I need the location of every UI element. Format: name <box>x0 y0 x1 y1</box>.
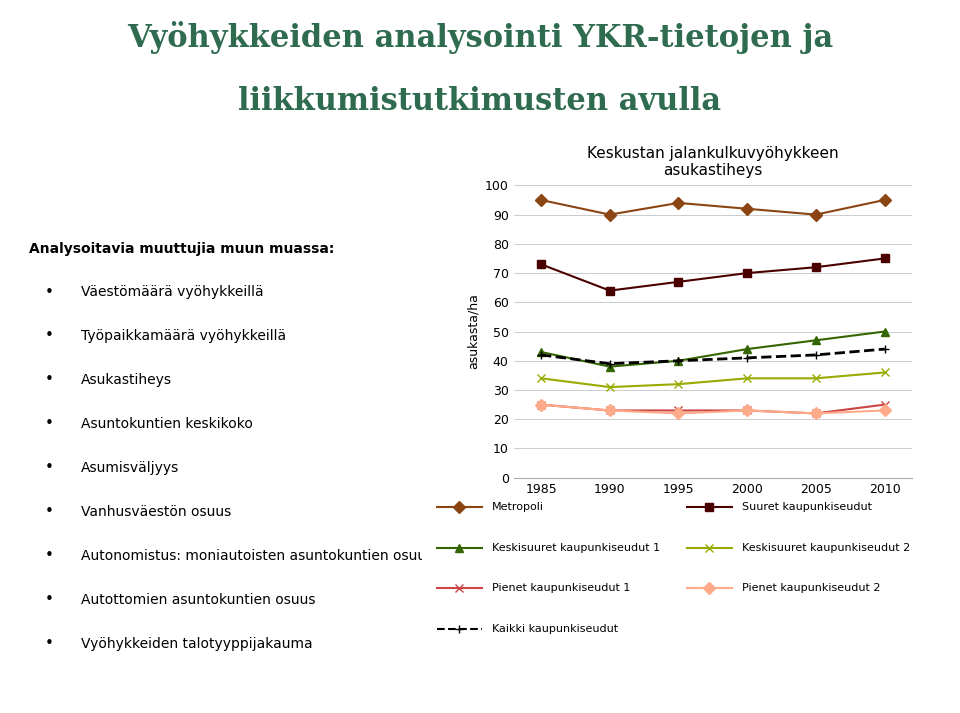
Keskisuuret kaupunkiseudut 1 <box>536 348 547 356</box>
Kaikki kaupunkiseudut <box>741 354 753 362</box>
Suuret kaupunkiseudut <box>878 254 890 262</box>
Pienet kaupunkiseudut 2 <box>536 401 547 409</box>
Pienet kaupunkiseudut 1 <box>604 406 615 415</box>
Line: Suuret kaupunkiseudut: Suuret kaupunkiseudut <box>537 255 889 294</box>
Keskisuuret kaupunkiseudut 2 <box>878 368 890 376</box>
Keskisuuret kaupunkiseudut 1 <box>878 327 890 336</box>
Pienet kaupunkiseudut 2 <box>673 409 684 418</box>
Pienet kaupunkiseudut 1 <box>810 409 822 418</box>
Pienet kaupunkiseudut 2 <box>604 406 615 415</box>
Line: Keskisuuret kaupunkiseudut 1: Keskisuuret kaupunkiseudut 1 <box>537 327 889 371</box>
Kaikki kaupunkiseudut <box>604 359 615 368</box>
Suuret kaupunkiseudut <box>741 269 753 277</box>
Keskisuuret kaupunkiseudut 2 <box>536 374 547 383</box>
Text: Vyöhykkeiden analysointi YKR-tietojen ja: Vyöhykkeiden analysointi YKR-tietojen ja <box>127 21 833 54</box>
Keskisuuret kaupunkiseudut 2 <box>673 380 684 389</box>
Text: Pienet kaupunkiseudut 1: Pienet kaupunkiseudut 1 <box>492 583 631 593</box>
Keskisuuret kaupunkiseudut 1 <box>673 356 684 365</box>
Kaikki kaupunkiseudut <box>810 351 822 359</box>
Text: Pienet kaupunkiseudut 2: Pienet kaupunkiseudut 2 <box>741 583 880 593</box>
Pienet kaupunkiseudut 1 <box>536 401 547 409</box>
Metropoli <box>673 199 684 207</box>
Text: Suuret kaupunkiseudut: Suuret kaupunkiseudut <box>741 502 872 512</box>
Text: Vanhusväestön osuus: Vanhusväestön osuus <box>82 505 231 519</box>
Text: Väestömäärä vyöhykkeillä: Väestömäärä vyöhykkeillä <box>82 285 264 299</box>
Text: Keskisuuret kaupunkiseudut 2: Keskisuuret kaupunkiseudut 2 <box>741 543 910 553</box>
Line: Pienet kaupunkiseudut 2: Pienet kaupunkiseudut 2 <box>537 401 889 418</box>
Text: Keskisuuret kaupunkiseudut 1: Keskisuuret kaupunkiseudut 1 <box>492 543 660 553</box>
Text: •: • <box>45 504 54 519</box>
Text: liikkumistutkimusten avulla: liikkumistutkimusten avulla <box>238 86 722 116</box>
Text: Keskustan jalankulkuvyöhykkeen
asukastiheys: Keskustan jalankulkuvyöhykkeen asukastih… <box>587 146 839 178</box>
Text: Asukastiheys: Asukastiheys <box>82 373 172 387</box>
Metropoli <box>878 195 890 204</box>
Text: Asuntokuntien keskikoko: Asuntokuntien keskikoko <box>82 417 253 431</box>
Text: Autottomien asuntokuntien osuus: Autottomien asuntokuntien osuus <box>82 593 316 607</box>
Pienet kaupunkiseudut 1 <box>673 406 684 415</box>
Keskisuuret kaupunkiseudut 1 <box>604 362 615 371</box>
Keskisuuret kaupunkiseudut 2 <box>810 374 822 383</box>
Keskisuuret kaupunkiseudut 1 <box>741 345 753 354</box>
Pienet kaupunkiseudut 1 <box>741 406 753 415</box>
Suuret kaupunkiseudut <box>536 260 547 269</box>
Text: Vyöhykkeiden talotyyppijakauma: Vyöhykkeiden talotyyppijakauma <box>82 637 313 650</box>
Keskisuuret kaupunkiseudut 2 <box>604 383 615 391</box>
Line: Metropoli: Metropoli <box>537 196 889 219</box>
Text: Työpaikkamäärä vyöhykkeillä: Työpaikkamäärä vyöhykkeillä <box>82 329 286 343</box>
Kaikki kaupunkiseudut <box>878 345 890 354</box>
Suuret kaupunkiseudut <box>810 263 822 272</box>
Metropoli <box>604 210 615 219</box>
Pienet kaupunkiseudut 2 <box>741 406 753 415</box>
Text: Asumisväljyys: Asumisväljyys <box>82 461 180 475</box>
Keskisuuret kaupunkiseudut 1 <box>810 336 822 344</box>
Suuret kaupunkiseudut <box>604 287 615 295</box>
Y-axis label: asukasta/ha: asukasta/ha <box>467 294 479 369</box>
Metropoli <box>536 195 547 204</box>
Kaikki kaupunkiseudut <box>673 356 684 365</box>
Suuret kaupunkiseudut <box>673 277 684 286</box>
Line: Pienet kaupunkiseudut 1: Pienet kaupunkiseudut 1 <box>537 401 889 418</box>
Text: Kaikki kaupunkiseudut: Kaikki kaupunkiseudut <box>492 624 618 634</box>
Text: •: • <box>45 416 54 431</box>
Text: •: • <box>45 548 54 563</box>
Kaikki kaupunkiseudut <box>536 351 547 359</box>
Metropoli <box>741 205 753 213</box>
Text: Analysoitavia muuttujia muun muassa:: Analysoitavia muuttujia muun muassa: <box>29 242 334 257</box>
Line: Kaikki kaupunkiseudut: Kaikki kaupunkiseudut <box>537 345 889 368</box>
Text: •: • <box>45 329 54 344</box>
Pienet kaupunkiseudut 2 <box>878 406 890 415</box>
Keskisuuret kaupunkiseudut 2 <box>741 374 753 383</box>
Text: Autonomistus: moniautoisten asuntokuntien osuus: Autonomistus: moniautoisten asuntokuntie… <box>82 549 434 563</box>
Text: •: • <box>45 284 54 299</box>
Line: Keskisuuret kaupunkiseudut 2: Keskisuuret kaupunkiseudut 2 <box>537 369 889 391</box>
Metropoli <box>810 210 822 219</box>
Pienet kaupunkiseudut 2 <box>810 409 822 418</box>
Pienet kaupunkiseudut 1 <box>878 401 890 409</box>
Text: •: • <box>45 592 54 607</box>
Text: •: • <box>45 372 54 387</box>
Text: •: • <box>45 461 54 476</box>
Text: Metropoli: Metropoli <box>492 502 544 512</box>
Text: •: • <box>45 636 54 651</box>
FancyBboxPatch shape <box>412 146 951 695</box>
